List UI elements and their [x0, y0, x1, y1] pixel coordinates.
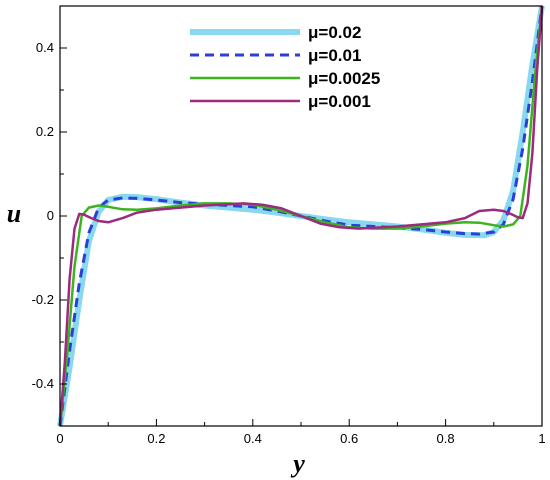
series-line-0-001 — [58, 5, 544, 427]
legend-label-0-02: μ=0.02 — [308, 23, 361, 42]
x-axis-label: y — [290, 449, 305, 478]
legend: μ=0.02 μ=0.01 μ=0.0025 μ=0.001 — [190, 23, 380, 111]
x-tick-label: 0.4 — [244, 431, 262, 446]
x-tick-label: 0.8 — [437, 431, 455, 446]
y-tick-label: -0.4 — [32, 376, 54, 391]
y-axis-ticks: -0.4 -0.2 0 0.2 0.4 — [32, 5, 67, 427]
x-tick-label: 0 — [56, 431, 63, 446]
legend-label-0-001: μ=0.001 — [308, 92, 371, 111]
x-tick-label: 0.6 — [340, 431, 358, 446]
legend-label-0-0025: μ=0.0025 — [308, 69, 380, 88]
y-tick-label: 0.2 — [36, 124, 54, 139]
legend-label-0-01: μ=0.01 — [308, 46, 361, 65]
chart-series-group — [57, 5, 545, 427]
x-axis-ticks: 0 0.2 0.4 0.6 0.8 1 — [56, 419, 546, 446]
x-tick-label: 0.2 — [147, 431, 165, 446]
y-axis-label: u — [7, 199, 21, 228]
y-tick-label: 0.4 — [36, 40, 54, 55]
x-tick-label: 1 — [538, 431, 545, 446]
y-tick-label: 0 — [47, 208, 54, 223]
y-tick-label: -0.2 — [32, 292, 54, 307]
